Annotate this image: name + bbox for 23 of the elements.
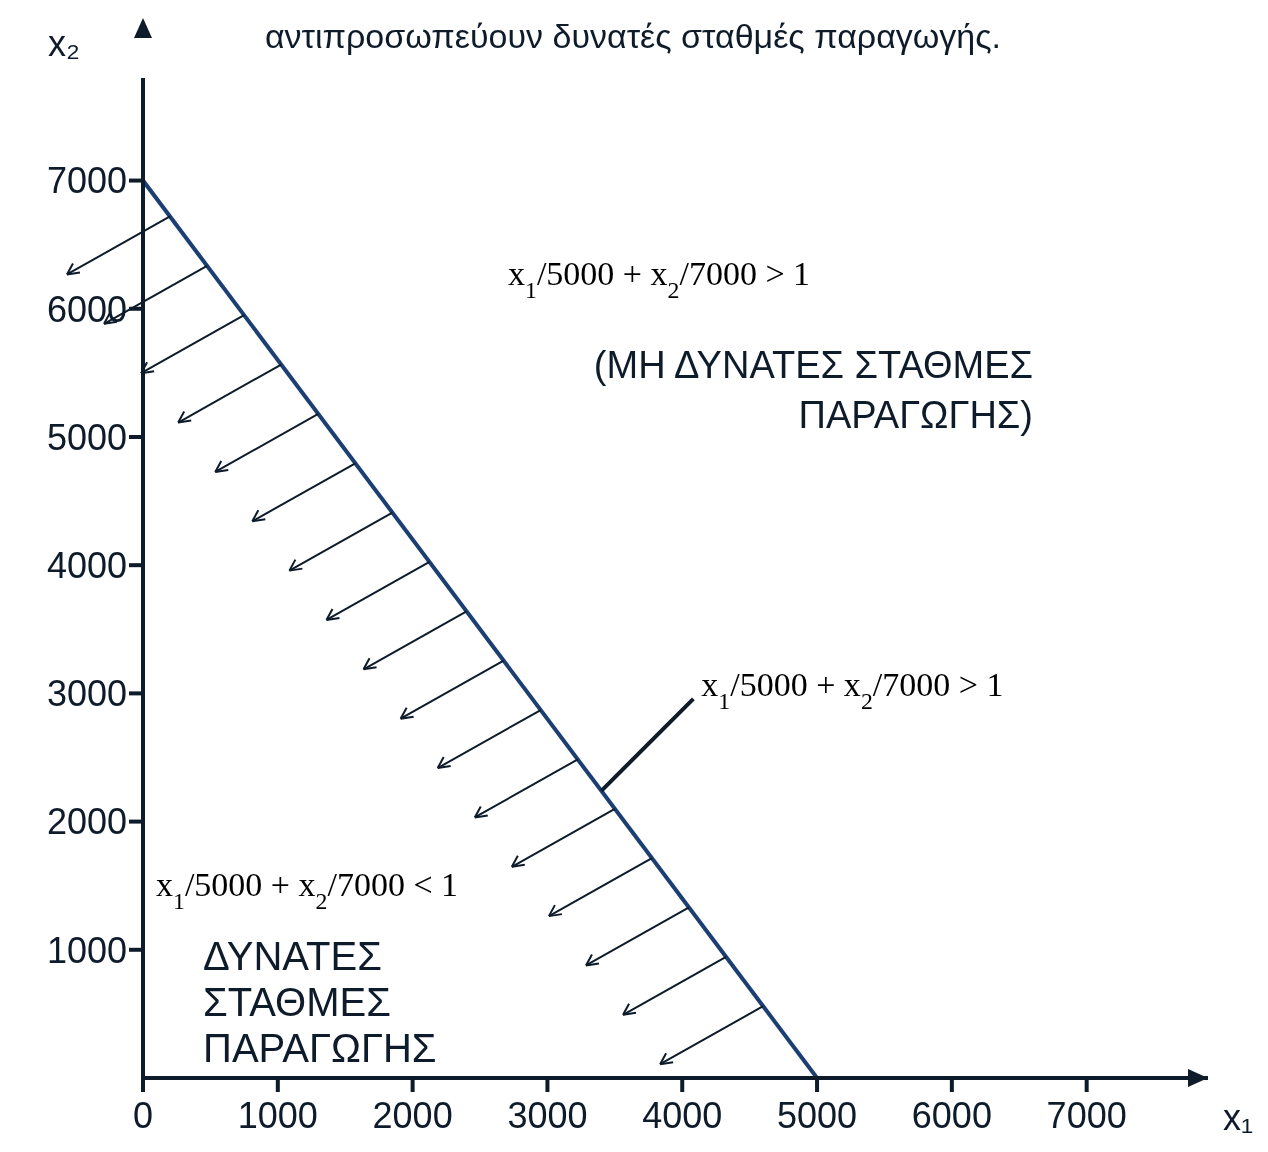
y-tick-label: 1000	[46, 929, 127, 971]
y-tick-label: 5000	[46, 416, 127, 458]
annotation: (ΜΗ ΔΥΝΑΤΕΣ ΣΤΑΘΜΕΣ ΠΑΡΑΓΩΓΗΣ)	[593, 344, 1033, 436]
y-tick-label: 3000	[46, 673, 127, 715]
x-tick-label: 7000	[1046, 1094, 1127, 1136]
y-tick-label: 7000	[46, 160, 127, 202]
annotation: x$_{1}$/5000 + x$_{2}$/7000 > 1	[508, 255, 811, 303]
x-tick-label: 3000	[507, 1094, 588, 1136]
x-tick-label: 1000	[237, 1094, 318, 1136]
x-tick-label: 2000	[372, 1094, 453, 1136]
annotation: x$_{1}$/5000 + x$_{2}$/7000 > 1	[701, 665, 1004, 714]
y-tick-label: 2000	[46, 801, 127, 843]
x-tick-label: 5000	[777, 1094, 858, 1136]
chart-title: αντιπροσωπεύουν δυνατές σταθμές παραγωγής.	[264, 17, 1002, 55]
x-tick-label: 4000	[642, 1094, 723, 1136]
x-tick-label: 0	[132, 1094, 154, 1136]
y-tick-label: 6000	[46, 288, 127, 330]
y-tick-label: 4000	[46, 544, 127, 586]
annotation: x$_{1}$/5000 + x$_{2}$/7000 < 1	[156, 866, 459, 914]
x-axis-title: x₁	[1223, 1097, 1254, 1138]
y-axis-title: x₂	[48, 23, 80, 64]
x-tick-label: 6000	[911, 1094, 992, 1136]
annotation: ΔΥΝΑΤΕΣ ΣΤΑΘΜΕΣ ΠΑΡΑΓΩΓΗΣ	[203, 934, 437, 1070]
